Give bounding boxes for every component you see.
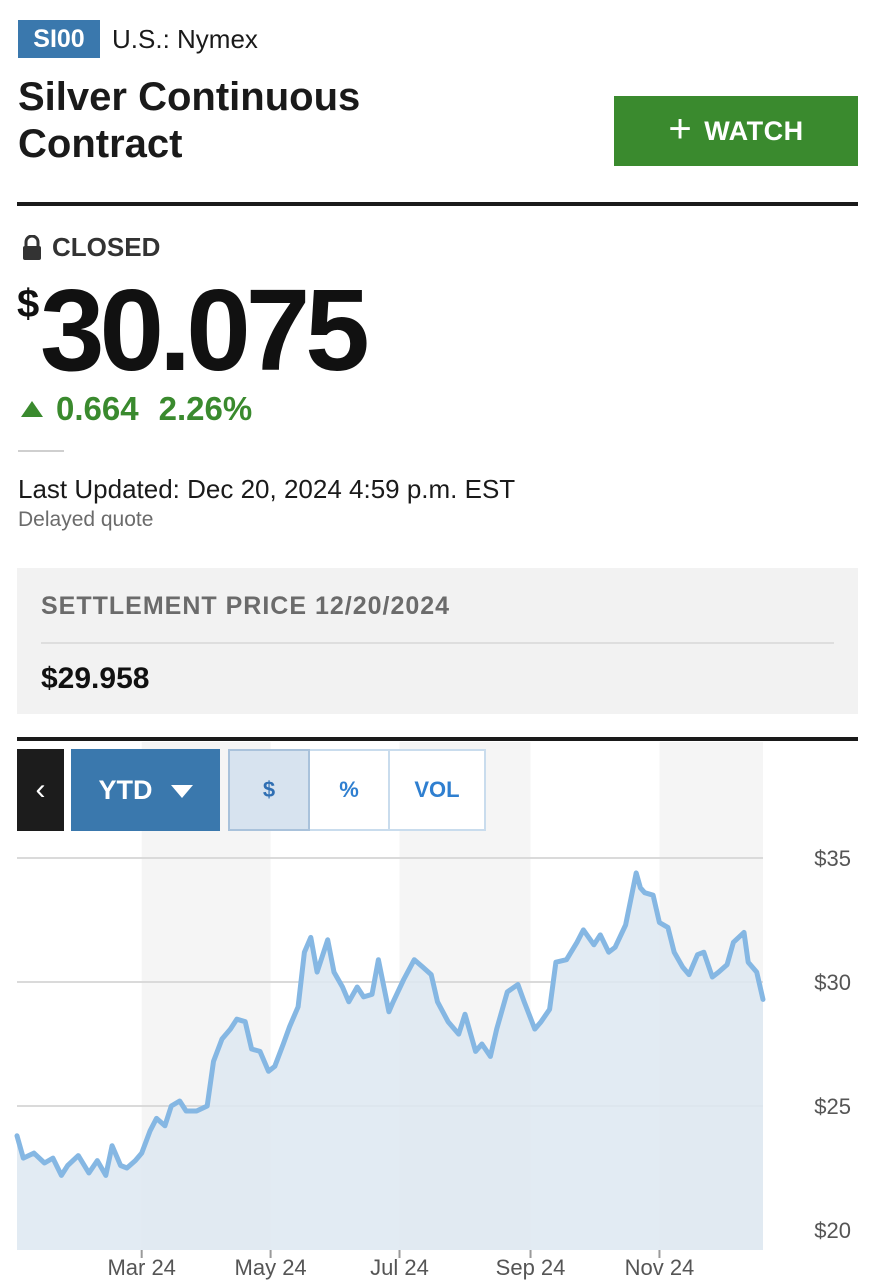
header-divider	[17, 202, 858, 206]
change-percent: 2.26%	[158, 390, 253, 427]
plus-icon: +	[668, 107, 693, 151]
exchange-label: U.S.: Nymex	[112, 24, 258, 54]
x-tick-label: Jul 24	[370, 1255, 429, 1280]
mode-dollar-button[interactable]: $	[228, 749, 310, 831]
settlement-label: SETTLEMENT PRICE 12/20/2024	[41, 592, 451, 620]
y-tick-label: $25	[814, 1094, 851, 1119]
price-line	[14, 870, 766, 1178]
price-area	[17, 872, 763, 1250]
x-tick-label: Sep 24	[496, 1255, 566, 1280]
last-updated: Last Updated: Dec 20, 2024 4:59 p.m. EST	[18, 474, 516, 504]
last-price: 30.075	[40, 265, 370, 395]
change-value: 0.664	[56, 390, 139, 427]
watch-button-label: WATCH	[704, 115, 804, 146]
mode-volume-button[interactable]: VOL	[390, 749, 486, 831]
y-tick-label: $35	[814, 846, 851, 871]
chevron-left-icon: ‹	[35, 773, 46, 806]
settlement-panel: SETTLEMENT PRICE 12/20/2024 $29.958	[17, 568, 858, 714]
chart-divider	[17, 737, 858, 741]
ticker-badge: SI00	[18, 20, 100, 58]
chevron-down-icon	[170, 784, 193, 798]
range-label: YTD	[98, 774, 153, 805]
lock-icon	[23, 234, 41, 260]
watch-button[interactable]: + WATCH	[614, 96, 858, 166]
chart-mode-toggle: $ % VOL	[228, 749, 486, 831]
y-tick-label: $30	[814, 970, 851, 995]
divider	[18, 450, 64, 452]
arrow-up-icon	[21, 401, 43, 417]
price-chart: $20 $25 $30 $35 Mar 24 May 24 Jul 24 Sep 24 Nov…	[14, 742, 851, 1280]
range-select[interactable]: YTD	[71, 749, 220, 831]
price-change: 0.664 2.26%	[20, 390, 252, 428]
y-tick-label: $20	[814, 1218, 851, 1243]
x-tick-label: Mar 24	[107, 1255, 175, 1280]
settlement-value: $29.958	[41, 662, 150, 695]
x-tick-label: Nov 24	[625, 1255, 695, 1280]
prev-range-button[interactable]: ‹	[17, 749, 64, 831]
page-title: Silver Continuous Contract	[18, 75, 361, 166]
market-status: CLOSED	[22, 232, 160, 263]
market-status-label: CLOSED	[52, 232, 161, 262]
delayed-note: Delayed quote	[18, 508, 154, 531]
settlement-divider	[41, 642, 834, 644]
currency-symbol: $	[17, 282, 40, 326]
mode-percent-button[interactable]: %	[310, 749, 390, 831]
x-tick-label: May 24	[235, 1255, 307, 1280]
